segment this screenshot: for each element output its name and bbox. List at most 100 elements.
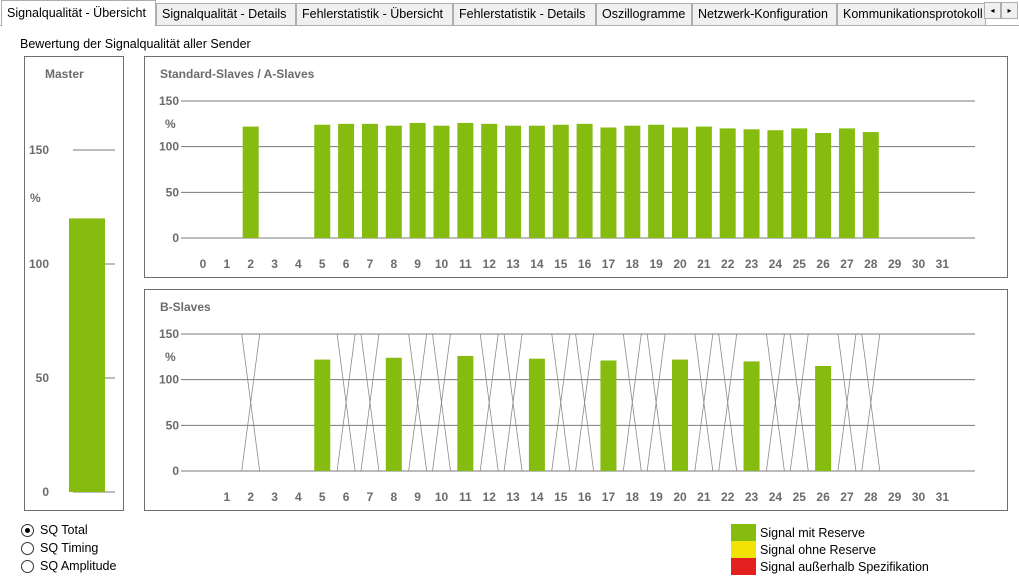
master-chart: 150 100 50 0%	[29, 143, 115, 499]
tab-scroll-left-icon[interactable]: ◂	[984, 2, 1001, 19]
x-tick-label: 21	[697, 490, 711, 504]
x-tick-label: 22	[721, 490, 735, 504]
x-tick-label: 31	[936, 257, 950, 271]
slave-bar	[528, 358, 545, 471]
x-tick-label: 31	[936, 490, 950, 504]
slave-bar	[815, 365, 832, 471]
slave-bar	[361, 123, 378, 238]
x-tick-label: 9	[414, 257, 421, 271]
x-tick-label: 6	[343, 257, 350, 271]
radio-sq-total[interactable]: SQ Total	[21, 522, 88, 538]
x-tick-label: 3	[271, 490, 278, 504]
tab-oszillogramme[interactable]: Oszillogramme	[596, 3, 692, 25]
radio-label: SQ Total	[40, 523, 88, 537]
tab-signalqualitaet-uebersicht[interactable]: Signalqualität - Übersicht	[1, 0, 156, 26]
slave-bar	[767, 130, 784, 238]
tab-fehlerstatistik-uebersicht[interactable]: Fehlerstatistik - Übersicht	[296, 3, 453, 25]
x-tick-label: 11	[459, 490, 472, 504]
x-tick-label: 19	[649, 490, 663, 504]
page-caption: Bewertung der Signalqualität aller Sende…	[20, 37, 251, 51]
slave-bar	[409, 122, 426, 238]
y-tick-label: 0	[172, 231, 179, 245]
x-tick-label: 2	[247, 257, 254, 271]
crossed-slot-line	[622, 333, 642, 472]
crossed-slot-line	[551, 333, 571, 472]
y-tick-label: 0	[42, 485, 49, 499]
crossed-slot-line	[861, 333, 881, 472]
x-tick-label: 30	[912, 257, 926, 271]
legend-item-ausserhalb-spezifikation: Signal außerhalb Spezifikation	[731, 558, 929, 575]
slave-bar	[242, 126, 259, 238]
x-tick-label: 4	[295, 490, 302, 504]
crossed-slot-line	[336, 333, 356, 472]
radio-circle[interactable]	[21, 523, 34, 537]
tab-label: Oszillogramme	[602, 7, 686, 21]
tab-signalqualitaet-details[interactable]: Signalqualität - Details	[156, 3, 296, 25]
slave-bar	[672, 127, 688, 238]
x-tick-label: 12	[483, 490, 497, 504]
tab-netzwerk-konfiguration[interactable]: Netzwerk-Konfiguration	[692, 3, 837, 25]
crossed-slot-line	[503, 333, 523, 472]
crossed-slot-line	[408, 333, 428, 472]
x-tick-label: 16	[578, 490, 592, 504]
slave-bar	[433, 125, 450, 238]
slave-bar	[385, 357, 402, 471]
master-bar	[69, 218, 105, 492]
x-tick-label: 25	[793, 257, 807, 271]
radio-label: SQ Amplitude	[40, 559, 117, 573]
tab-label: Netzwerk-Konfiguration	[698, 7, 828, 21]
x-tick-label: 6	[343, 490, 350, 504]
x-tick-label: 4	[295, 257, 302, 271]
x-tick-label: 23	[745, 490, 759, 504]
tab-scroll-right-icon[interactable]: ▸	[1001, 2, 1018, 19]
x-tick-label: 28	[864, 490, 878, 504]
radio-circle[interactable]	[21, 541, 34, 555]
legend-label: Signal ohne Reserve	[760, 542, 877, 557]
tab-fehlerstatistik-details[interactable]: Fehlerstatistik - Details	[453, 3, 596, 25]
radio-sq-timing[interactable]: SQ Timing	[21, 540, 98, 556]
y-tick-label: 150	[29, 143, 49, 157]
slave-bar	[743, 129, 760, 238]
x-tick-label: 8	[390, 490, 397, 504]
slave-bar	[576, 123, 593, 238]
b-slaves-panel-title: B-Slaves	[160, 300, 211, 314]
x-tick-label: 3	[271, 257, 278, 271]
x-tick-label: 20	[673, 257, 687, 271]
crossed-slot-line	[432, 333, 451, 472]
slave-bar	[552, 124, 569, 238]
slave-bar	[600, 360, 617, 471]
y-unit-label: %	[165, 117, 176, 131]
tab-label: Signalqualität - Details	[162, 7, 287, 21]
x-tick-label: 2	[247, 490, 254, 504]
crossed-slot-line	[241, 333, 261, 472]
x-tick-label: 26	[816, 490, 830, 504]
radio-sq-amplitude[interactable]: SQ Amplitude	[21, 558, 116, 574]
x-tick-label: 23	[745, 257, 759, 271]
crossed-slot-line	[718, 333, 738, 472]
slave-bar	[481, 123, 498, 238]
crossed-slot-line	[694, 333, 714, 472]
radio-label: SQ Timing	[40, 541, 99, 555]
slave-bar	[385, 125, 402, 238]
tab-kommunikationsprotokoll[interactable]: Kommunikationsprotokoll	[837, 3, 986, 25]
radio-circle[interactable]	[21, 559, 34, 573]
x-tick-label: 7	[367, 257, 374, 271]
legend-label: Signal mit Reserve	[760, 525, 865, 540]
y-tick-label: 100	[29, 257, 49, 271]
y-tick-label: 150	[159, 94, 179, 108]
x-tick-label: 14	[530, 490, 544, 504]
tab-label: Fehlerstatistik - Details	[459, 7, 586, 21]
legend-swatch-yellow	[731, 541, 756, 558]
master-panel: Master 150 100 50 0%	[24, 56, 124, 511]
x-tick-label: 27	[840, 490, 854, 504]
legend-swatch-green	[731, 524, 756, 541]
legend-label: Signal außerhalb Spezifikation	[760, 559, 929, 574]
x-tick-label: 13	[506, 490, 520, 504]
x-tick-label: 21	[697, 257, 711, 271]
x-tick-label: 5	[319, 490, 326, 504]
x-tick-label: 22	[721, 257, 735, 271]
slave-bar	[600, 127, 617, 238]
x-tick-label: 17	[602, 257, 616, 271]
